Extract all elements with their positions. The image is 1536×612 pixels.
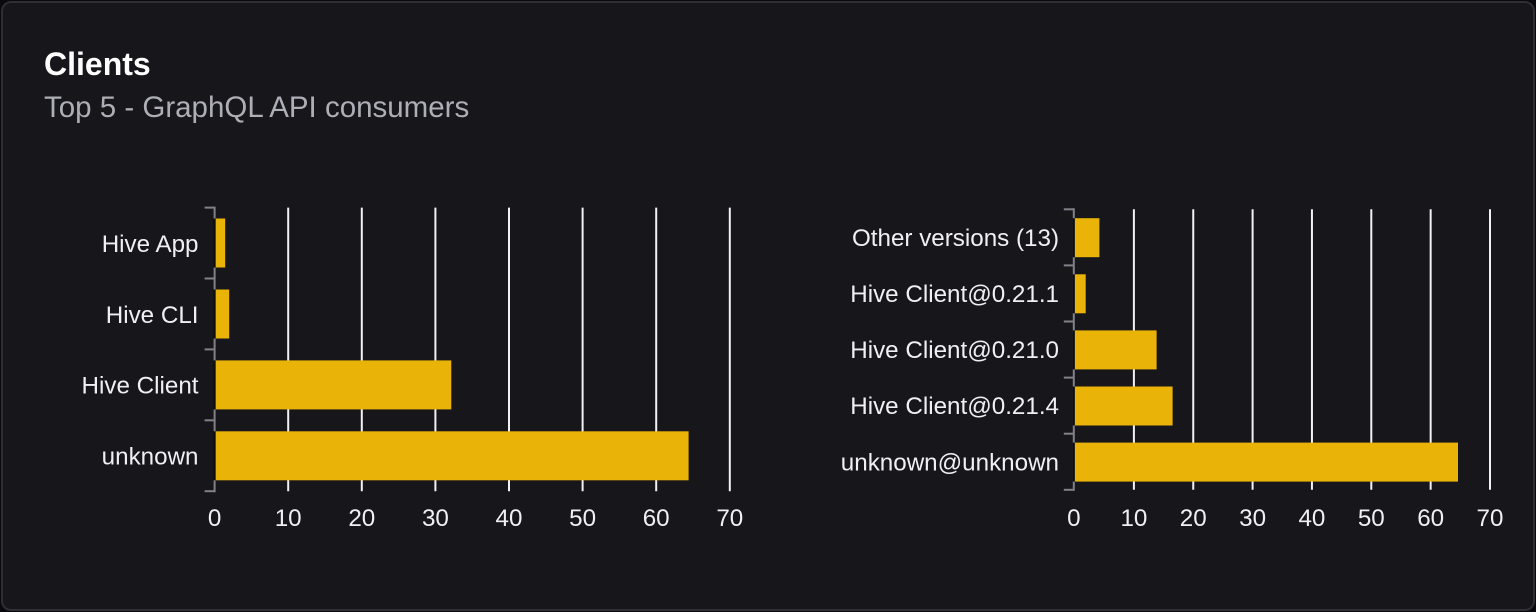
svg-text:Clients: Clients <box>44 46 151 82</box>
svg-text:70: 70 <box>1477 505 1504 532</box>
svg-text:30: 30 <box>1239 505 1266 532</box>
svg-text:Hive App: Hive App <box>102 231 199 258</box>
svg-text:0: 0 <box>1067 505 1080 532</box>
svg-text:20: 20 <box>348 505 375 532</box>
svg-text:Top 5 - GraphQL API consumers: Top 5 - GraphQL API consumers <box>44 91 469 124</box>
svg-text:unknown: unknown <box>102 444 199 471</box>
svg-text:unknown@unknown: unknown@unknown <box>841 449 1059 476</box>
svg-text:Other versions (13): Other versions (13) <box>852 225 1059 252</box>
svg-text:40: 40 <box>1298 505 1325 532</box>
svg-text:50: 50 <box>1358 505 1385 532</box>
svg-text:50: 50 <box>569 505 596 532</box>
svg-text:60: 60 <box>643 505 670 532</box>
svg-text:Hive Client@0.21.4: Hive Client@0.21.4 <box>850 393 1059 420</box>
svg-text:Hive Client@0.21.0: Hive Client@0.21.0 <box>850 337 1059 364</box>
svg-text:10: 10 <box>275 505 302 532</box>
svg-text:40: 40 <box>496 505 523 532</box>
svg-text:Hive Client@0.21.1: Hive Client@0.21.1 <box>850 281 1059 308</box>
svg-text:20: 20 <box>1180 505 1207 532</box>
svg-text:10: 10 <box>1120 505 1147 532</box>
svg-text:70: 70 <box>716 505 743 532</box>
svg-text:30: 30 <box>422 505 449 532</box>
svg-text:60: 60 <box>1417 505 1444 532</box>
svg-text:Hive Client: Hive Client <box>82 373 199 400</box>
svg-text:Hive CLI: Hive CLI <box>106 302 199 329</box>
svg-text:0: 0 <box>208 505 221 532</box>
